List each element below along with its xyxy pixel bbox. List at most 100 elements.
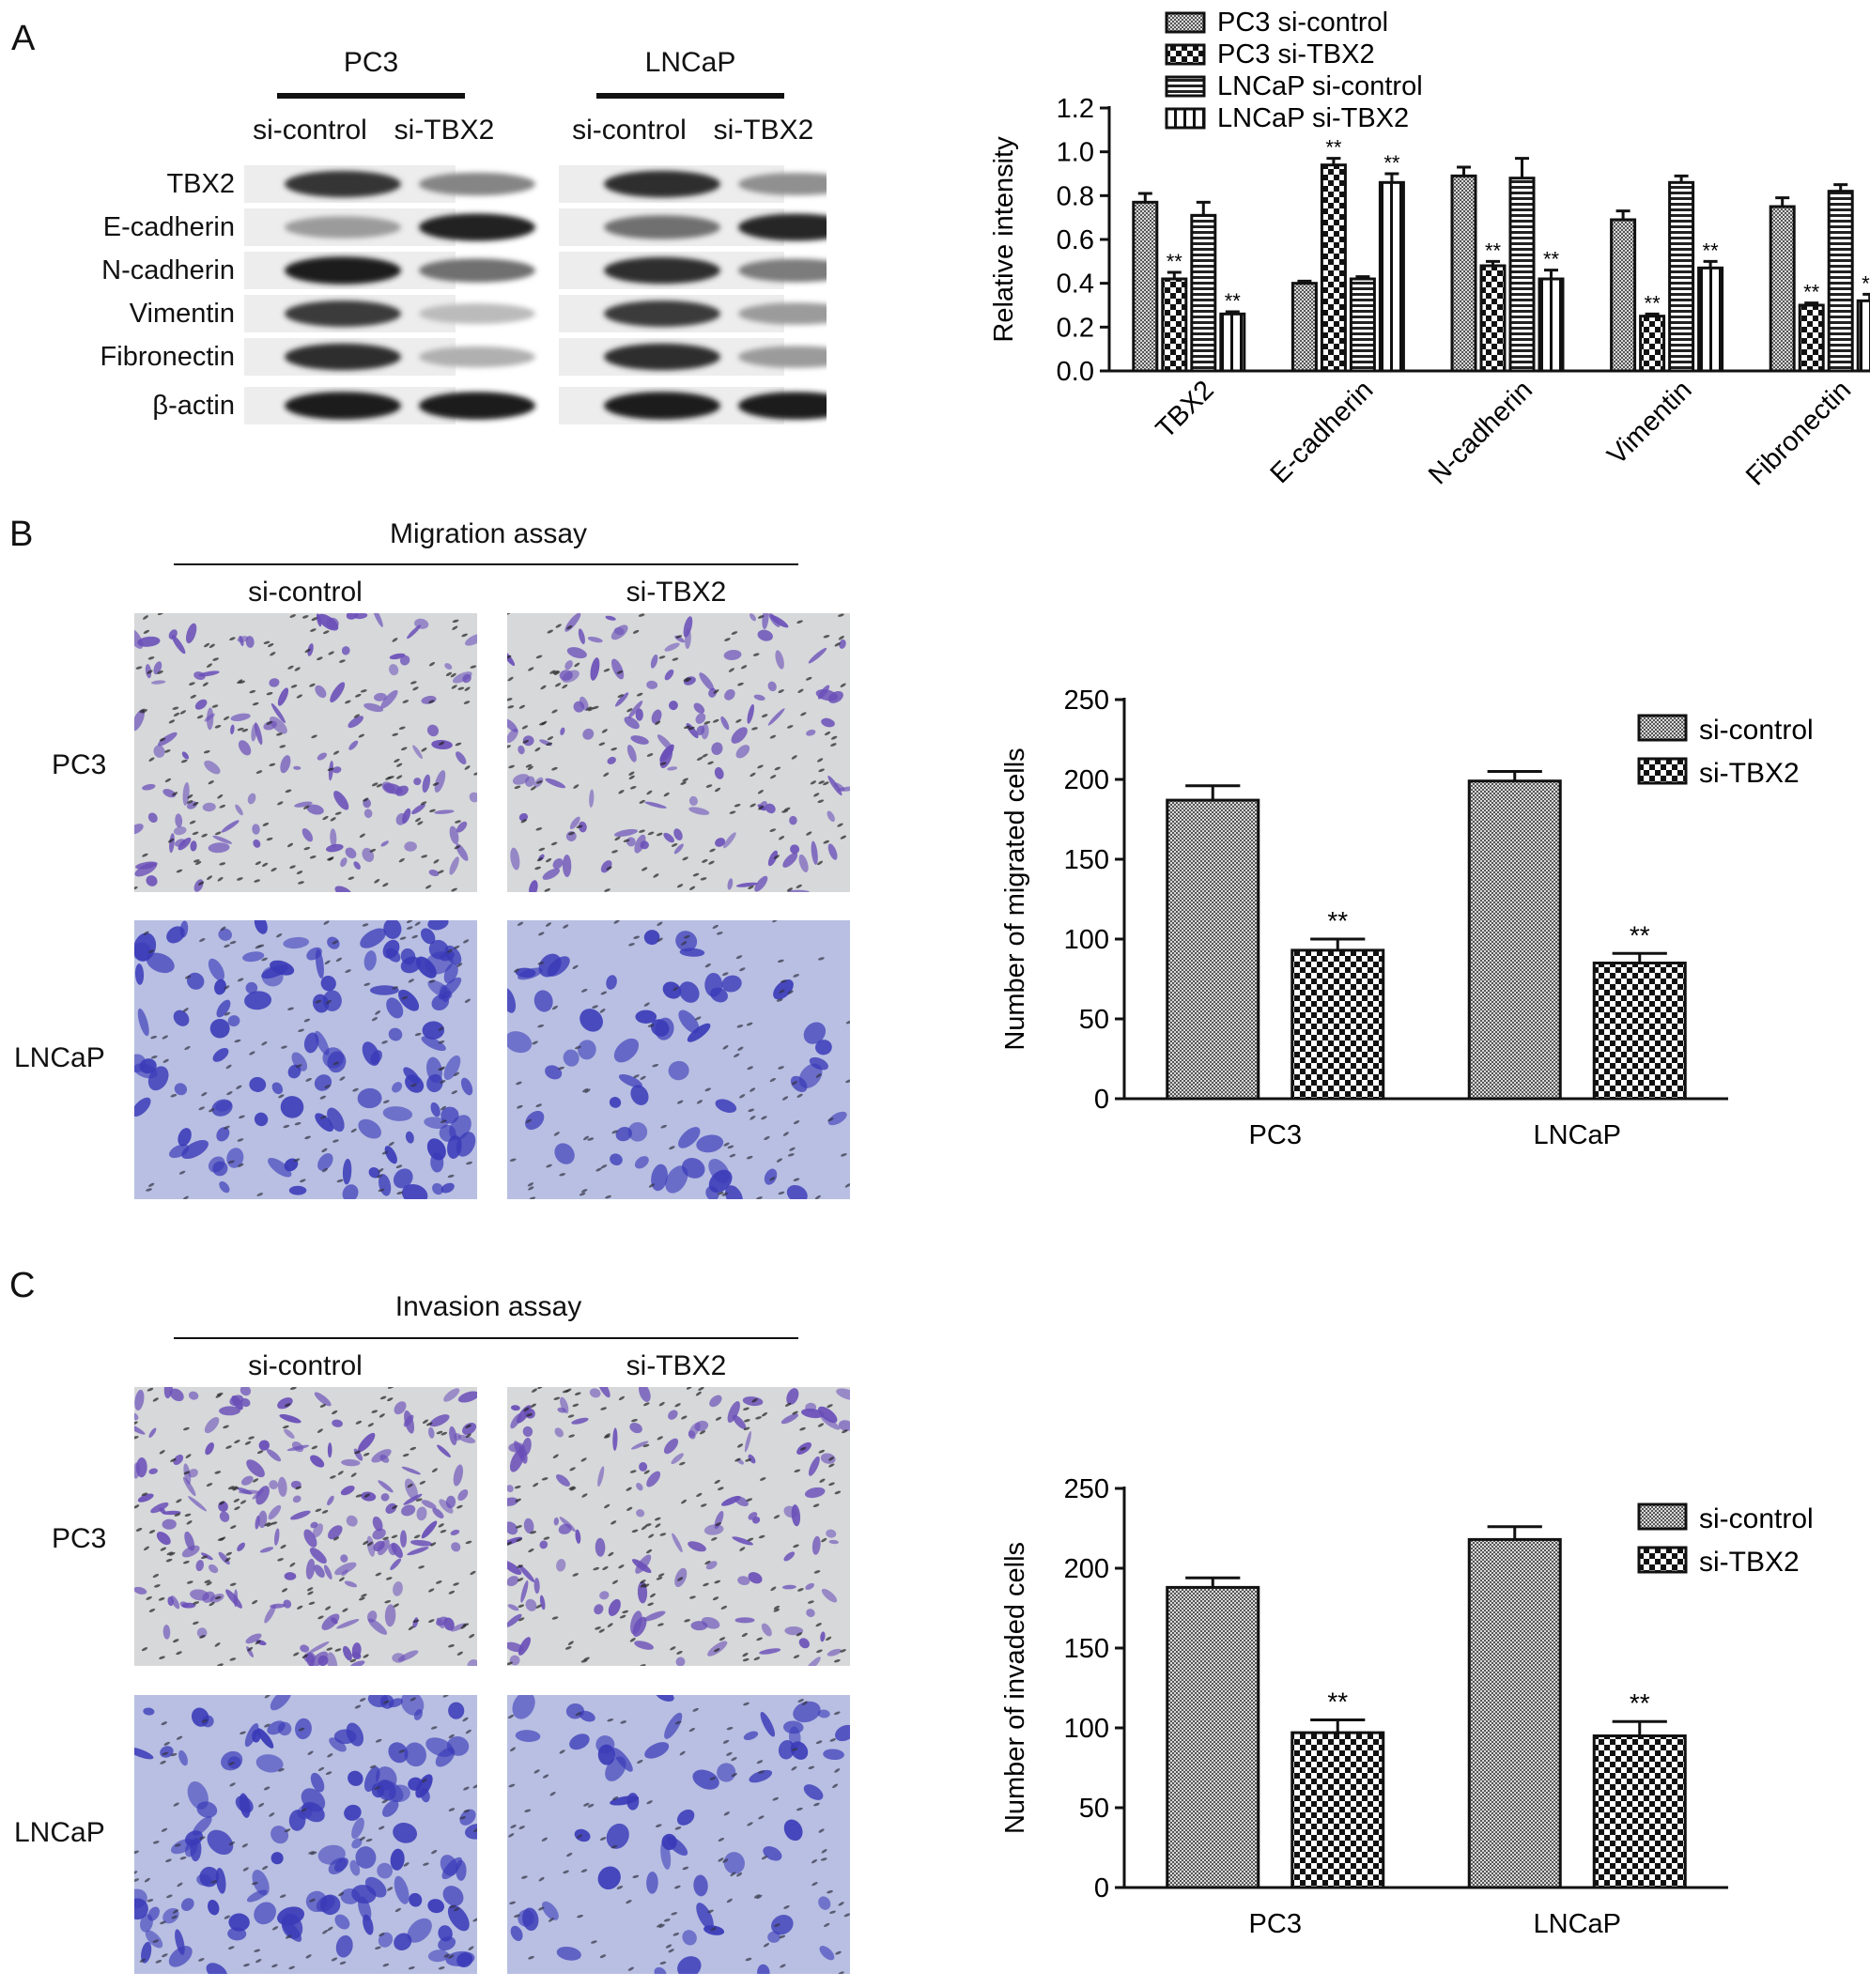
stained-cell — [693, 702, 705, 714]
stained-cell — [147, 812, 158, 824]
stained-cell — [341, 646, 350, 655]
membrane-pore — [582, 1087, 589, 1093]
stained-cell — [214, 979, 226, 995]
stained-cells — [507, 1387, 850, 1666]
stained-cell — [237, 1487, 253, 1495]
stained-cell — [386, 997, 404, 1019]
blot-band — [285, 256, 401, 285]
membrane-pore — [659, 1961, 667, 1965]
stained-cell — [579, 696, 589, 711]
blot-band — [285, 392, 401, 420]
stained-cell — [301, 1801, 325, 1823]
stained-cell — [169, 1144, 190, 1159]
membrane-pore — [518, 1826, 525, 1829]
stained-cells — [134, 1387, 477, 1666]
membrane-pore — [462, 939, 470, 944]
membrane-pore — [551, 766, 558, 771]
membrane-pore — [421, 855, 428, 858]
stained-cell — [559, 1517, 576, 1533]
membrane-pore — [715, 1522, 722, 1527]
stained-cell — [710, 987, 728, 1003]
stained-cell — [615, 1127, 632, 1142]
stained-cell — [382, 1106, 413, 1121]
stained-cell — [547, 956, 570, 977]
membrane-pore — [656, 832, 663, 837]
membrane-pore — [428, 1588, 435, 1593]
stained-cell — [667, 766, 678, 771]
membrane-pore — [632, 1874, 640, 1878]
membrane-pore — [431, 1468, 438, 1472]
membrane-pore — [301, 615, 309, 619]
stained-cell — [801, 1408, 825, 1419]
stained-cell — [735, 882, 758, 887]
membrane-pore — [774, 1923, 780, 1928]
membrane-pore — [255, 1959, 262, 1964]
membrane-pore — [147, 1899, 154, 1903]
stained-cell — [333, 1857, 348, 1872]
stained-cell — [510, 847, 520, 871]
stained-cell — [564, 660, 573, 670]
membrane-pore — [843, 1913, 850, 1918]
stained-cell — [821, 717, 835, 728]
membrane-pore — [689, 1595, 696, 1599]
legend-swatch — [1165, 43, 1206, 66]
stained-cell — [668, 1410, 678, 1420]
membrane-pore — [643, 1470, 650, 1474]
membrane-pore — [714, 1479, 720, 1485]
membrane-pore — [174, 1513, 181, 1517]
y-axis-label: Number of invaded cells — [1000, 1542, 1030, 1834]
membrane-pore — [208, 780, 214, 785]
membrane-pore — [537, 1387, 544, 1390]
membrane-pore — [375, 1010, 381, 1015]
membrane-pore — [684, 1619, 690, 1623]
membrane-pore — [159, 1450, 165, 1455]
membrane-pore — [528, 1548, 534, 1553]
membrane-pore — [449, 1904, 456, 1909]
membrane-pore — [234, 1440, 240, 1444]
membrane-pore — [201, 1718, 209, 1723]
membrane-pore — [523, 1407, 530, 1412]
stained-cell — [465, 633, 477, 646]
membrane-pore — [295, 1064, 302, 1068]
stained-cell — [595, 1735, 615, 1754]
membrane-pore — [278, 1768, 285, 1772]
stained-cell — [219, 1511, 230, 1522]
membrane-pore — [517, 1578, 524, 1582]
membrane-pore — [513, 968, 520, 973]
membrane-pore — [703, 720, 711, 725]
stained-cell — [554, 1143, 575, 1164]
stained-cell — [518, 745, 525, 755]
membrane-pore — [228, 1762, 235, 1765]
stained-cell — [340, 857, 348, 868]
blot-lane-label: si-control — [572, 115, 687, 146]
stained-cell — [675, 1657, 686, 1666]
blot-protein-label: N-cadherin — [101, 255, 235, 285]
membrane-pore — [338, 1577, 345, 1582]
membrane-pore — [828, 1482, 835, 1487]
membrane-pore — [535, 827, 543, 831]
membrane-pore — [841, 1153, 847, 1157]
membrane-pore — [271, 1964, 278, 1968]
membrane-pore — [308, 1601, 316, 1605]
membrane-pore — [452, 619, 459, 624]
membrane-pore — [530, 786, 536, 791]
membrane-pore — [256, 1193, 264, 1196]
error-bar — [1355, 275, 1370, 279]
stained-cell — [204, 713, 215, 722]
membrane-pore — [813, 1570, 821, 1574]
membrane-pore — [673, 1885, 681, 1889]
stained-cell — [277, 1721, 292, 1736]
stained-cell — [383, 920, 402, 939]
membrane-pore — [580, 1869, 588, 1873]
stained-cell — [456, 1132, 476, 1157]
membrane-pore — [322, 815, 329, 821]
membrane-pore — [551, 1005, 559, 1010]
membrane-pore — [777, 959, 784, 963]
blot-band — [604, 256, 720, 285]
stained-cell — [270, 702, 286, 724]
stained-cell — [254, 920, 268, 934]
error-bar — [1225, 310, 1240, 315]
membrane-pore — [670, 1646, 676, 1651]
membrane-pore — [769, 775, 777, 779]
stained-cell — [723, 832, 736, 849]
